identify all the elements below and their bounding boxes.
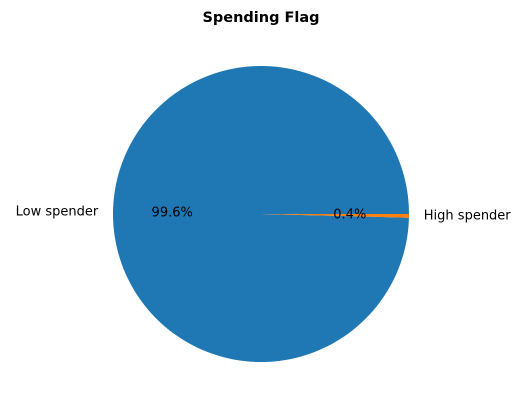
pie-slice-low-spender (113, 65, 409, 362)
pct-label-low-spender: 99.6% (152, 205, 193, 220)
pie-labels: Low spender 99.6% High spender 0.4% (16, 204, 512, 223)
pie-slices (113, 65, 409, 362)
pie-slice-high-spender (261, 214, 409, 218)
slice-label-low-spender: Low spender (16, 204, 99, 219)
chart-title: Spending Flag (202, 10, 319, 26)
pct-label-high-spender: 0.4% (333, 208, 366, 223)
slice-label-high-spender: High spender (424, 209, 512, 224)
